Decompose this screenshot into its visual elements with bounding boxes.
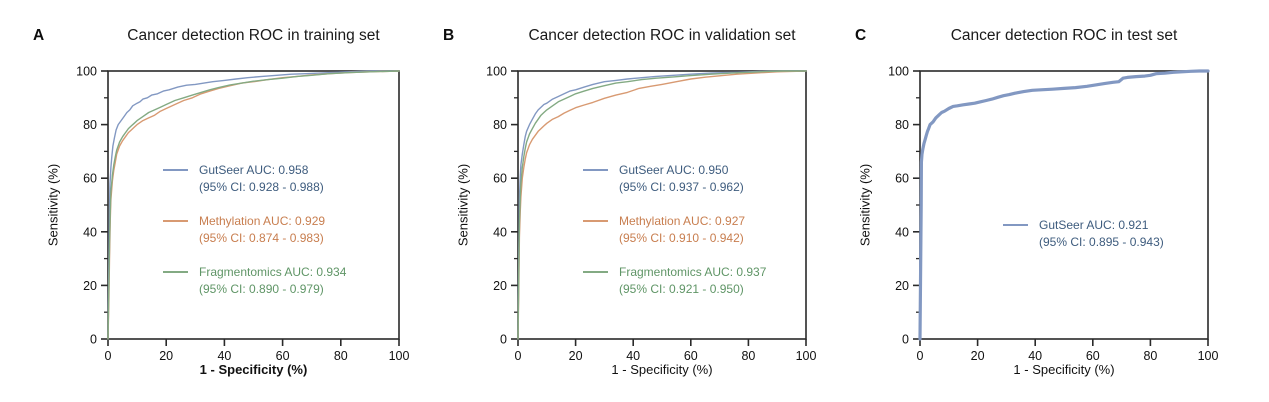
plot-area-c: 0 20 40 60 80 100 0 20 40 60 80 100 GutSeer AUC: 0.…: [888, 65, 1218, 364]
chart-title-c: Cancer detection ROC in test set: [950, 27, 1178, 44]
svg-text:100: 100: [486, 65, 507, 79]
plot-area-a: 0 20 40 60 80 100 0 20 40 60 80 100 GutSeer AUC: 0.…: [76, 65, 409, 364]
legend-label: GutSeer AUC: 0.950: [619, 163, 729, 177]
legend-ci: (95% CI: 0.910 - 0.942): [619, 230, 744, 245]
svg-text:0: 0: [902, 333, 909, 347]
legend-line-swatch: [583, 220, 608, 222]
legend-entry-gutseer: GutSeer AUC: 0.921 (95% CI: 0.895 - 0.94…: [1003, 217, 1164, 250]
chart-title-a: Cancer detection ROC in training set: [127, 27, 380, 44]
legend-ci: (95% CI: 0.921 - 0.950): [619, 281, 744, 296]
svg-text:80: 80: [334, 349, 348, 363]
legend-entry-gutseer: GutSeer AUC: 0.950 (95% CI: 0.937 - 0.96…: [583, 162, 766, 195]
y-axis-label-b: Sensitivity (%): [455, 163, 471, 247]
svg-text:40: 40: [493, 225, 507, 239]
svg-text:20: 20: [569, 349, 583, 363]
panel-letter-b: B: [443, 27, 455, 44]
svg-text:100: 100: [389, 349, 410, 363]
roc-curves-a: 0 20 40 60 80 100 0 20 40 60 80 100: [76, 65, 409, 364]
legend-label: Methylation AUC: 0.929: [199, 214, 326, 228]
svg-text:0: 0: [105, 349, 112, 363]
svg-text:20: 20: [971, 349, 985, 363]
x-axis-label-c: 1 - Specificity (%): [1013, 362, 1115, 377]
roc-curves-b: 0 20 40 60 80 100 0 20 40 60 80 100: [486, 65, 816, 364]
panel-letter-c: C: [855, 27, 867, 44]
legend-label: Fragmentomics AUC: 0.934: [199, 265, 347, 279]
x-axis-label-b: 1 - Specificity (%): [611, 362, 713, 377]
svg-text:0: 0: [90, 333, 97, 347]
svg-text:40: 40: [83, 225, 97, 239]
svg-text:40: 40: [217, 349, 231, 363]
svg-text:80: 80: [83, 118, 97, 132]
legend-line-swatch: [583, 169, 608, 171]
svg-text:60: 60: [1086, 349, 1100, 363]
svg-text:100: 100: [76, 65, 97, 79]
chart-title-b: Cancer detection ROC in validation set: [528, 27, 796, 44]
svg-text:60: 60: [83, 172, 97, 186]
legend-line-swatch: [1003, 224, 1028, 226]
legend-line-swatch: [583, 271, 608, 273]
legend-a: GutSeer AUC: 0.958 (95% CI: 0.928 - 0.98…: [163, 162, 346, 315]
svg-text:60: 60: [276, 349, 290, 363]
legend-label: Fragmentomics AUC: 0.937: [619, 265, 767, 279]
svg-text:80: 80: [741, 349, 755, 363]
legend-ci: (95% CI: 0.928 - 0.988): [199, 179, 324, 194]
svg-text:20: 20: [83, 279, 97, 293]
svg-text:60: 60: [684, 349, 698, 363]
legend-entry-gutseer: GutSeer AUC: 0.958 (95% CI: 0.928 - 0.98…: [163, 162, 346, 195]
y-axis-label-c: Sensitivity (%): [857, 163, 873, 247]
legend-line-swatch: [163, 271, 188, 273]
svg-text:100: 100: [796, 349, 817, 363]
svg-text:0: 0: [515, 349, 522, 363]
svg-text:0: 0: [917, 349, 924, 363]
plot-area-b: 0 20 40 60 80 100 0 20 40 60 80 100 GutSeer AUC: 0.…: [486, 65, 816, 364]
legend-b: GutSeer AUC: 0.950 (95% CI: 0.937 - 0.96…: [583, 162, 766, 315]
svg-text:80: 80: [1143, 349, 1157, 363]
legend-ci: (95% CI: 0.937 - 0.962): [619, 179, 744, 194]
svg-text:60: 60: [493, 172, 507, 186]
svg-text:20: 20: [493, 279, 507, 293]
legend-line-swatch: [163, 169, 188, 171]
svg-text:20: 20: [895, 279, 909, 293]
legend-ci: (95% CI: 0.895 - 0.943): [1039, 234, 1164, 249]
legend-ci: (95% CI: 0.874 - 0.983): [199, 230, 324, 245]
svg-text:40: 40: [895, 225, 909, 239]
svg-text:20: 20: [159, 349, 173, 363]
roc-curves-c: 0 20 40 60 80 100 0 20 40 60 80 100: [888, 65, 1218, 364]
legend-ci: (95% CI: 0.890 - 0.979): [199, 281, 324, 296]
svg-text:40: 40: [1028, 349, 1042, 363]
svg-text:100: 100: [1198, 349, 1219, 363]
svg-text:80: 80: [895, 118, 909, 132]
svg-text:80: 80: [493, 118, 507, 132]
legend-line-swatch: [163, 220, 188, 222]
legend-entry-fragmentomics: Fragmentomics AUC: 0.934 (95% CI: 0.890 …: [163, 264, 346, 297]
legend-entry-fragmentomics: Fragmentomics AUC: 0.937 (95% CI: 0.921 …: [583, 264, 766, 297]
legend-entry-methylation: Methylation AUC: 0.927 (95% CI: 0.910 - …: [583, 213, 766, 246]
legend-c: GutSeer AUC: 0.921 (95% CI: 0.895 - 0.94…: [1003, 217, 1164, 268]
y-axis-label-a: Sensitivity (%): [45, 163, 61, 247]
svg-text:100: 100: [888, 65, 909, 79]
x-axis-label-a: 1 - Specificity (%): [199, 362, 308, 377]
svg-text:0: 0: [500, 333, 507, 347]
panel-letter-a: A: [33, 27, 45, 44]
legend-label: GutSeer AUC: 0.921: [1039, 218, 1149, 232]
legend-label: GutSeer AUC: 0.958: [199, 163, 309, 177]
legend-label: Methylation AUC: 0.927: [619, 214, 746, 228]
legend-entry-methylation: Methylation AUC: 0.929 (95% CI: 0.874 - …: [163, 213, 346, 246]
svg-text:40: 40: [626, 349, 640, 363]
svg-text:60: 60: [895, 172, 909, 186]
